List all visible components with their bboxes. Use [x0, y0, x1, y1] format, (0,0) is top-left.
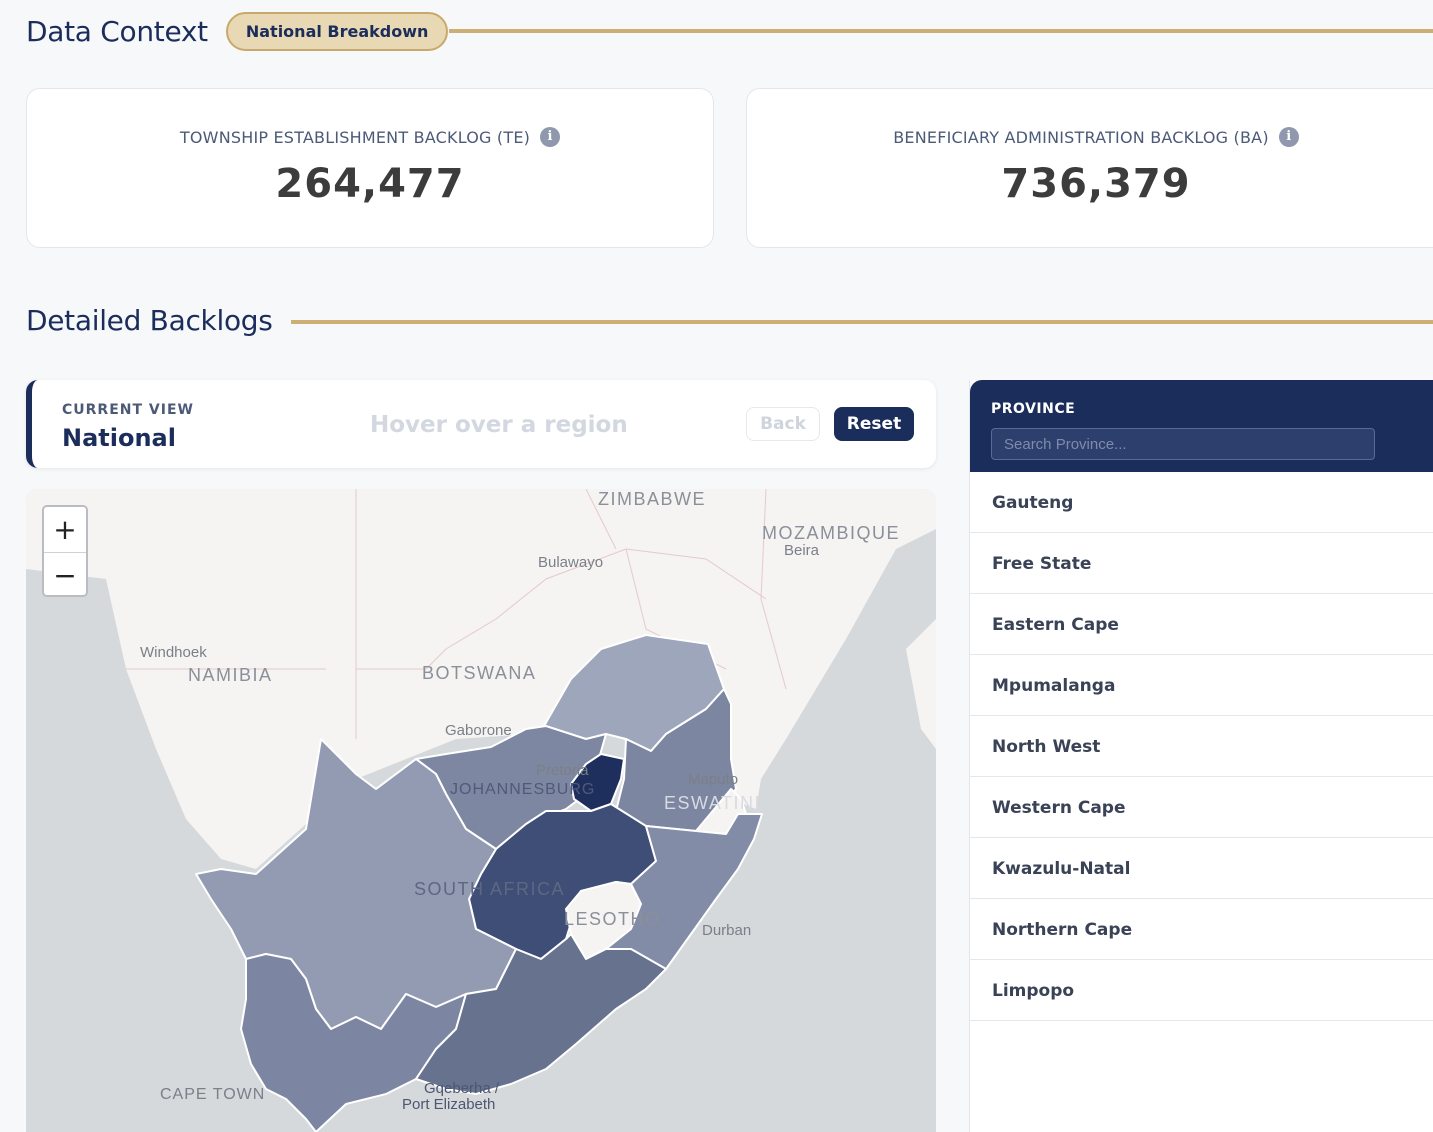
- province-gauteng[interactable]: [570, 753, 625, 812]
- province-item-free-state[interactable]: Free State: [970, 533, 1433, 594]
- back-button[interactable]: Back: [746, 407, 820, 441]
- map-label-cape-town: CAPE TOWN: [160, 1086, 265, 1103]
- map-label-gaborone: Gaborone: [445, 722, 512, 739]
- province-list: Gauteng Free State Eastern Cape Mpumalan…: [970, 472, 1433, 1021]
- province-item-northern-cape[interactable]: Northern Cape: [970, 899, 1433, 960]
- te-backlog-value: 264,477: [275, 161, 465, 207]
- hover-hint: Hover over a region: [370, 412, 628, 438]
- province-map[interactable]: ZIMBABWE MOZAMBIQUE Beira Bulawayo Windh…: [26, 489, 936, 1132]
- ba-backlog-label: BENEFICIARY ADMINISTRATION BACKLOG (BA): [893, 127, 1269, 147]
- province-kwazulu-natal[interactable]: [605, 813, 763, 970]
- map-label-beira: Beira: [784, 542, 820, 559]
- ba-backlog-value: 736,379: [1001, 161, 1191, 207]
- province-item-kwazulu-natal[interactable]: Kwazulu-Natal: [970, 838, 1433, 899]
- ba-backlog-card: BENEFICIARY ADMINISTRATION BACKLOG (BA) …: [746, 88, 1433, 248]
- map-label-botswana: BOTSWANA: [422, 663, 536, 683]
- province-panel: PROVINCE Gauteng Free State Eastern Cape…: [969, 380, 1433, 1132]
- data-context-title: Data Context: [26, 15, 208, 48]
- map-label-pretoria: Pretoria: [536, 762, 589, 779]
- section-divider: [291, 320, 1433, 324]
- province-panel-header: PROVINCE: [970, 380, 1433, 472]
- country-borders: [126, 489, 787, 739]
- province-panel-title: PROVINCE: [991, 401, 1076, 417]
- map-label-durban: Durban: [702, 922, 751, 939]
- map-label-gqeberha: Gqeberha /: [424, 1080, 500, 1097]
- map-label-namibia: NAMIBIA: [188, 665, 273, 685]
- zoom-out-button[interactable]: −: [44, 552, 86, 595]
- info-icon[interactable]: i: [540, 127, 561, 147]
- province-item-western-cape[interactable]: Western Cape: [970, 777, 1433, 838]
- te-backlog-label: TOWNSHIP ESTABLISHMENT BACKLOG (TE): [179, 127, 531, 147]
- province-item-eastern-cape[interactable]: Eastern Cape: [970, 594, 1433, 655]
- detailed-backlogs-header: Detailed Backlogs: [26, 304, 273, 337]
- current-view-value: National: [62, 424, 176, 452]
- te-backlog-card: TOWNSHIP ESTABLISHMENT BACKLOG (TE) i 26…: [26, 88, 714, 248]
- map-label-lesotho: LESOTHO: [564, 909, 661, 929]
- province-search-input[interactable]: [991, 428, 1375, 460]
- section-divider: [449, 29, 1433, 33]
- map-label-windhoek: Windhoek: [140, 644, 207, 661]
- madagascar-edge: [906, 619, 936, 749]
- data-context-header: Data Context National Breakdown: [26, 12, 449, 51]
- national-breakdown-badge: National Breakdown: [225, 12, 449, 51]
- province-item-limpopo[interactable]: Limpopo: [970, 960, 1433, 1021]
- info-icon[interactable]: i: [1278, 127, 1299, 147]
- zoom-control: + −: [42, 505, 88, 597]
- zoom-in-button[interactable]: +: [44, 507, 86, 552]
- map-label-port-elizabeth: Port Elizabeth: [402, 1096, 495, 1113]
- detailed-backlogs-title: Detailed Backlogs: [26, 304, 273, 337]
- province-item-gauteng[interactable]: Gauteng: [970, 472, 1433, 533]
- current-view-bar: CURRENT VIEW National Hover over a regio…: [26, 380, 936, 468]
- map-label-johannesburg: JOHANNESBURG: [450, 781, 595, 798]
- province-item-north-west[interactable]: North West: [970, 716, 1433, 777]
- map-label-maputo: Maputo: [688, 771, 738, 788]
- reset-button[interactable]: Reset: [834, 407, 914, 441]
- map-label-zimbabwe: ZIMBABWE: [598, 489, 706, 509]
- map-label-bulawayo: Bulawayo: [538, 554, 603, 571]
- map-label-south-africa: SOUTH AFRICA: [414, 879, 565, 899]
- map-label-eswatini: ESWATINI: [664, 793, 761, 813]
- province-eastern-cape[interactable]: [415, 933, 667, 1095]
- map-label-mozambique: MOZAMBIQUE: [762, 523, 900, 543]
- current-view-label: CURRENT VIEW: [62, 402, 194, 418]
- map-canvas[interactable]: ZIMBABWE MOZAMBIQUE Beira Bulawayo Windh…: [26, 489, 936, 1132]
- province-item-mpumalanga[interactable]: Mpumalanga: [970, 655, 1433, 716]
